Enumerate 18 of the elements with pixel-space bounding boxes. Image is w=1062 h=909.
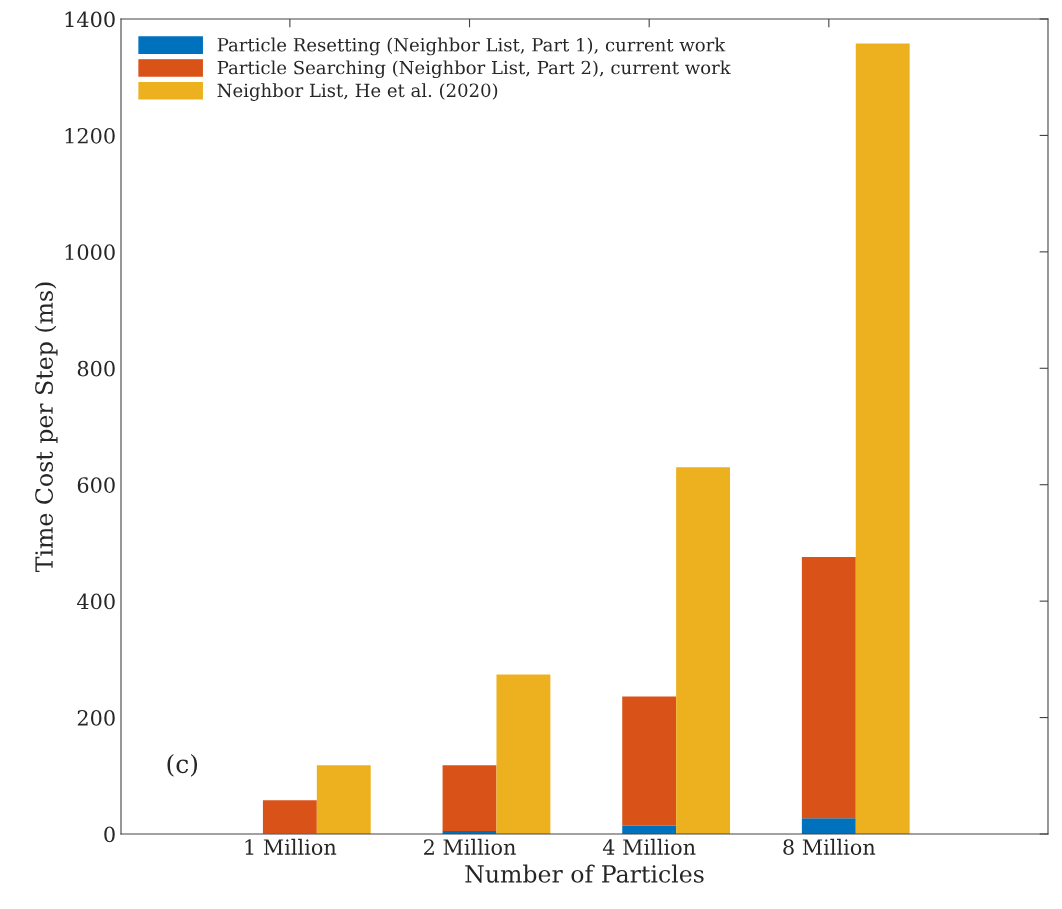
x-tick-label: 2 Million bbox=[424, 838, 516, 855]
x-tick-label: 4 Million bbox=[602, 838, 696, 855]
y-tick-label: 1000 bbox=[65, 244, 115, 261]
y-tick-label: 200 bbox=[77, 710, 115, 726]
x-tick-label: 1 Million bbox=[245, 838, 337, 855]
y-tick-label: 0 bbox=[104, 826, 115, 843]
y-tick-label: 800 bbox=[77, 360, 115, 377]
legend-label: Particle Searching (Neighbor List, Part 2), current work bbox=[217, 60, 731, 79]
y-tick-label: 600 bbox=[77, 477, 115, 493]
x-axis-title: Number of Particles bbox=[465, 864, 704, 883]
x-tick-label: 8 Million bbox=[783, 838, 876, 855]
legend-label: Neighbor List, He et al. (2020) bbox=[217, 83, 498, 101]
y-tick-label: 400 bbox=[77, 593, 115, 610]
text: (c) bbox=[167, 753, 198, 777]
y-axis-title: Time Cost per Step (ms) bbox=[34, 282, 58, 573]
legend-label: Particle Resetting (Neighbor List, Part 1), current work bbox=[217, 37, 726, 56]
y-tick-label: 1200 bbox=[65, 127, 115, 144]
y-tick-label: 1400 bbox=[65, 11, 115, 28]
